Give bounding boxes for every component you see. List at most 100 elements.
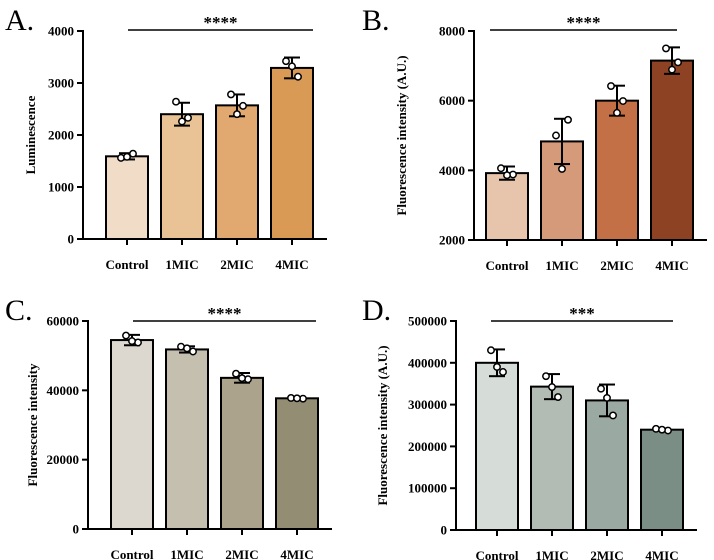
data-point <box>493 363 501 371</box>
bar-2mic <box>215 104 259 240</box>
data-point <box>122 331 130 340</box>
x-tick-label: Control <box>475 548 518 560</box>
y-tick-label: 100000 <box>408 481 447 496</box>
data-point <box>232 369 240 378</box>
y-tick-label: 0 <box>73 522 80 537</box>
x-tick-label: Control <box>110 547 153 560</box>
x-tick-label: 2MIC <box>600 258 633 273</box>
data-point <box>497 164 505 173</box>
panel-label: C. <box>5 294 33 327</box>
x-tick-label: 4MIC <box>655 258 688 273</box>
y-axis-label: Luminescence <box>23 95 38 174</box>
data-point <box>129 149 137 158</box>
y-axis-label: Fluorescence intensity (A.U.) <box>394 55 409 215</box>
x-tick-label: 1MIC <box>165 257 198 272</box>
data-point <box>123 152 131 161</box>
y-tick-label: 0 <box>68 232 75 247</box>
y-axis-label: Fluorescence intensity <box>25 363 40 486</box>
data-point <box>607 82 615 90</box>
data-point <box>613 108 621 117</box>
bar-2mic <box>220 376 264 530</box>
y-tick-label: 6000 <box>439 93 465 108</box>
data-point <box>597 384 605 393</box>
data-point <box>558 164 566 173</box>
chart-panel-2: B. 2000 4000 6000 8000 Fluorescence intensity… <box>362 4 707 273</box>
panel-label: B. <box>362 4 390 37</box>
y-tick-label: 4000 <box>439 163 465 178</box>
panel-label: D. <box>362 294 391 327</box>
significance-label: *** <box>569 304 595 323</box>
chart-panel-4: D. 0 100000 200000 300000 400000 500000 Fluores… <box>362 294 697 560</box>
x-tick-label: 2MIC <box>225 547 258 560</box>
x-tick-label: 1MIC <box>535 548 568 560</box>
data-point <box>658 425 666 434</box>
data-point <box>178 117 186 126</box>
data-point <box>554 393 562 402</box>
data-point <box>293 394 301 403</box>
data-point <box>288 62 296 71</box>
data-point <box>542 372 550 381</box>
data-point <box>238 374 246 383</box>
y-tick-label: 8000 <box>439 24 465 39</box>
y-tick-label: 0 <box>441 523 448 538</box>
data-point <box>128 337 136 346</box>
y-tick-label: 2000 <box>439 233 465 248</box>
data-point <box>503 171 511 180</box>
y-tick-label: 500000 <box>408 314 447 329</box>
y-axis-label: Fluorescence intensity (A.U.) <box>375 345 390 505</box>
x-tick-label: Control <box>485 258 528 273</box>
data-point <box>189 347 197 356</box>
data-point <box>668 65 676 74</box>
data-point <box>609 411 617 420</box>
x-tick-label: 1MIC <box>170 547 203 560</box>
y-tick-label: 60000 <box>47 314 80 329</box>
bar-control <box>475 361 519 531</box>
y-tick-label: 20000 <box>47 452 80 467</box>
panel-label: A. <box>5 4 34 37</box>
data-point <box>282 57 290 66</box>
data-point <box>183 344 191 353</box>
data-point <box>184 113 192 122</box>
data-point <box>603 393 611 402</box>
y-tick-label: 3000 <box>48 76 74 91</box>
y-tick-label: 300000 <box>408 397 447 412</box>
significance-label: **** <box>204 13 238 32</box>
data-point <box>227 90 235 99</box>
bar-control <box>110 339 154 531</box>
bar-4mic <box>640 428 684 531</box>
data-point <box>499 368 507 376</box>
data-point <box>239 101 247 110</box>
y-tick-label: 1000 <box>48 180 74 195</box>
bar-2mic <box>585 399 629 532</box>
bar-2mic <box>595 99 639 241</box>
data-point <box>674 58 682 67</box>
bar-4mic <box>650 59 694 241</box>
x-tick-label: 2MIC <box>220 257 253 272</box>
y-tick-label: 4000 <box>48 24 74 39</box>
x-tick-label: 4MIC <box>280 547 313 560</box>
bar-control <box>105 155 149 241</box>
data-point <box>233 110 241 119</box>
significance-label: **** <box>208 304 242 323</box>
x-tick-label: 1MIC <box>545 258 578 273</box>
x-tick-label: Control <box>105 257 148 272</box>
data-point <box>487 346 495 355</box>
bar-4mic <box>275 397 319 530</box>
bar-1mic <box>160 113 204 240</box>
data-point <box>662 44 670 53</box>
bar-control <box>485 172 529 241</box>
bar-1mic <box>165 348 209 530</box>
data-point <box>564 115 572 124</box>
significance-label: **** <box>567 13 601 32</box>
chart-panel-3: C. 0 20000 40000 60000 Fluorescence intensity… <box>5 294 332 560</box>
data-point <box>548 383 556 391</box>
data-point <box>552 131 560 140</box>
y-tick-label: 400000 <box>408 355 447 370</box>
data-point <box>294 72 302 81</box>
data-point <box>172 97 180 106</box>
x-tick-label: 4MIC <box>275 257 308 272</box>
chart-panel-1: A. 0 1000 2000 3000 4000 Luminescence Control 1M… <box>5 4 327 272</box>
bar-1mic <box>530 385 574 531</box>
y-tick-label: 2000 <box>48 128 74 143</box>
